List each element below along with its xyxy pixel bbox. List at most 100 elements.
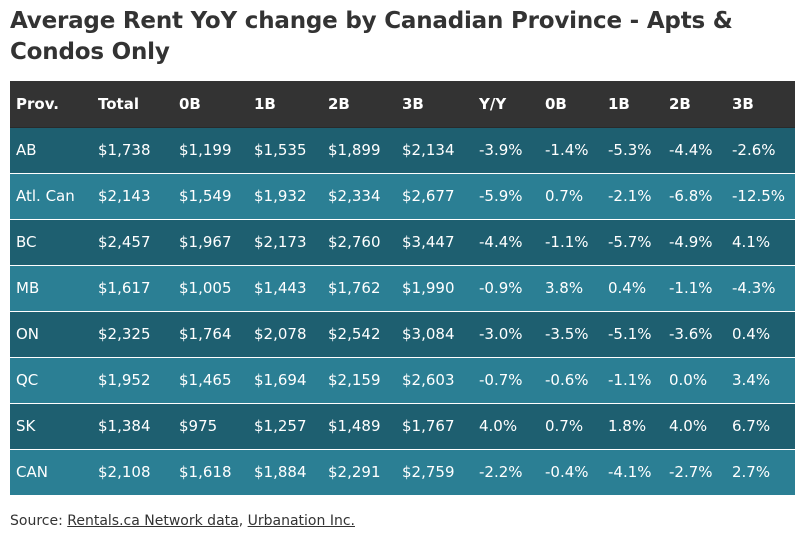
value-cell: $1,884 xyxy=(254,463,307,482)
value-cell: -0.6% xyxy=(545,371,589,389)
table-row: CAN $2,108 $1,618 $1,884 $2,291 $2,759 -2.2% -0… xyxy=(10,449,795,495)
value-cell: -1.1% xyxy=(669,279,713,297)
value-cell: $2,457 xyxy=(98,233,151,251)
value-cell: $1,899 xyxy=(328,141,381,159)
value-cell: -12.5% xyxy=(732,187,786,205)
value-cell: $2,291 xyxy=(328,463,381,482)
value-cell: $1,384 xyxy=(98,417,151,435)
value-cell: -4.9% xyxy=(669,233,713,251)
value-cell: $1,990 xyxy=(402,279,455,297)
column-header: 3B xyxy=(396,81,473,128)
value-cell: 3.4% xyxy=(732,371,771,389)
table-row: AB $1,738 $1,199 $1,535 $1,899 $2,134 -3.9% -1.… xyxy=(10,127,795,173)
value-cell: -0.7% xyxy=(479,371,523,389)
value-cell: 4.0% xyxy=(479,417,518,435)
value-cell: -3.0% xyxy=(479,325,523,343)
value-cell: 4.0% xyxy=(669,417,708,435)
value-cell: -5.1% xyxy=(608,325,652,343)
value-cell: 4.1% xyxy=(732,233,771,251)
source-link-rentals[interactable]: Rentals.ca Network data xyxy=(67,513,239,529)
value-cell: $1,465 xyxy=(179,371,232,389)
value-cell: $1,005 xyxy=(179,279,232,297)
table-row: SK $1,384 $975 $1,257 $1,489 $1,767 4.0% 0.7% 1.… xyxy=(10,403,795,449)
value-cell: $1,257 xyxy=(254,417,307,435)
value-cell: $2,760 xyxy=(328,233,381,251)
value-cell: $1,443 xyxy=(254,279,307,297)
table-row: BC $2,457 $1,967 $2,173 $2,760 $3,447 -4.4% -1.… xyxy=(10,219,795,265)
value-cell: $2,759 xyxy=(402,463,455,482)
source-note: Source: Rentals.ca Network data, Urbanat… xyxy=(10,513,355,529)
column-header: 0B xyxy=(539,81,602,128)
value-cell: $1,767 xyxy=(402,417,455,435)
value-cell: -2.6% xyxy=(732,141,776,159)
value-cell: 0.4% xyxy=(608,279,647,297)
value-cell: 0.7% xyxy=(545,187,584,205)
province-cell: Atl. Can xyxy=(16,187,75,205)
value-cell: $2,159 xyxy=(328,371,381,389)
value-cell: -4.4% xyxy=(479,233,523,251)
value-cell: $3,447 xyxy=(402,233,455,251)
province-cell: BC xyxy=(16,233,37,251)
column-header: Y/Y xyxy=(473,81,539,128)
column-header: 1B xyxy=(248,81,322,128)
value-cell: -2.1% xyxy=(608,187,652,205)
value-cell: $2,334 xyxy=(328,187,381,205)
province-cell: AB xyxy=(16,141,37,159)
table-row: Atl. Can $2,143 $1,549 $1,932 $2,334 $2,677 -5… xyxy=(10,173,795,219)
value-cell: -2.7% xyxy=(669,463,713,482)
value-cell: $2,542 xyxy=(328,325,381,343)
value-cell: -5.9% xyxy=(479,187,523,205)
value-cell: -4.1% xyxy=(608,463,652,482)
value-cell: -5.7% xyxy=(608,233,652,251)
value-cell: $1,738 xyxy=(98,141,151,159)
column-header: 1B xyxy=(602,81,663,128)
source-link-urbanation[interactable]: Urbanation Inc. xyxy=(247,513,355,529)
table-header-row: Prov. Total 0B 1B 2B 3B Y/Y 0B 1B 2B 3B xyxy=(10,81,795,128)
value-cell: $1,199 xyxy=(179,141,232,159)
province-cell: MB xyxy=(16,279,40,297)
value-cell: -3.5% xyxy=(545,325,589,343)
rent-table: Prov. Total 0B 1B 2B 3B Y/Y 0B 1B 2B 3B AB $1,738 $1… xyxy=(10,81,795,495)
source-separator: , xyxy=(238,513,248,529)
column-header: 2B xyxy=(322,81,396,128)
table-row: QC $1,952 $1,465 $1,694 $2,159 $2,603 -0.7% -0.… xyxy=(10,357,795,403)
value-cell: $2,143 xyxy=(98,187,151,205)
value-cell: -3.9% xyxy=(479,141,523,159)
column-header: 2B xyxy=(663,81,726,128)
value-cell: $2,325 xyxy=(98,325,151,343)
value-cell: $1,694 xyxy=(254,371,307,389)
value-cell: 1.8% xyxy=(608,417,647,435)
column-header: Total xyxy=(92,81,173,128)
value-cell: $2,108 xyxy=(98,463,151,482)
province-cell: CAN xyxy=(16,463,48,482)
province-cell: QC xyxy=(16,371,39,389)
value-cell: $2,173 xyxy=(254,233,307,251)
value-cell: -1.1% xyxy=(608,371,652,389)
value-cell: $975 xyxy=(179,417,218,435)
province-cell: ON xyxy=(16,325,40,343)
column-header: Prov. xyxy=(10,81,92,128)
value-cell: $1,952 xyxy=(98,371,151,389)
value-cell: 0.7% xyxy=(545,417,584,435)
value-cell: $1,762 xyxy=(328,279,381,297)
value-cell: -4.3% xyxy=(732,279,776,297)
value-cell: 3.8% xyxy=(545,279,584,297)
value-cell: 2.7% xyxy=(732,463,771,482)
value-cell: $1,489 xyxy=(328,417,381,435)
value-cell: -6.8% xyxy=(669,187,713,205)
table-body: AB $1,738 $1,199 $1,535 $1,899 $2,134 -3.9% -1.… xyxy=(10,127,795,495)
value-cell: -4.4% xyxy=(669,141,713,159)
value-cell: $2,677 xyxy=(402,187,455,205)
table-row: ON $2,325 $1,764 $2,078 $2,542 $3,084 -3.0% -3.… xyxy=(10,311,795,357)
province-cell: SK xyxy=(16,417,36,435)
value-cell: $1,967 xyxy=(179,233,232,251)
value-cell: $3,084 xyxy=(402,325,455,343)
value-cell: $1,617 xyxy=(98,279,151,297)
value-cell: -5.3% xyxy=(608,141,652,159)
value-cell: $1,764 xyxy=(179,325,232,343)
value-cell: -0.4% xyxy=(545,463,589,482)
value-cell: -1.1% xyxy=(545,233,589,251)
value-cell: -1.4% xyxy=(545,141,589,159)
value-cell: -3.6% xyxy=(669,325,713,343)
